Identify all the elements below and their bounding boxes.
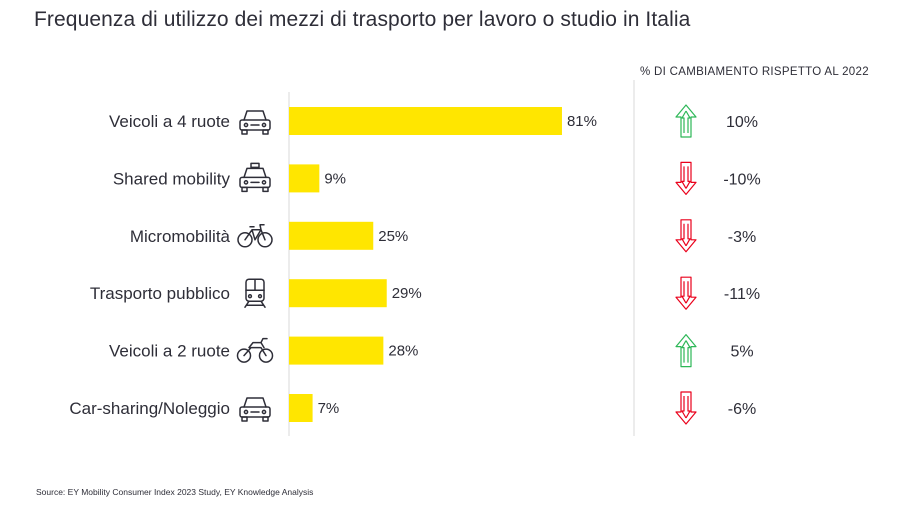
train-icon (244, 278, 266, 308)
change-label: -6% (728, 401, 756, 418)
category-label: Veicoli a 4 ruote (109, 112, 230, 131)
arrow-down-icon (675, 391, 697, 425)
change-label: -3% (728, 229, 756, 246)
bar (289, 394, 313, 422)
category-label: Shared mobility (113, 169, 231, 188)
change-label: 5% (730, 344, 753, 361)
car-icon (239, 110, 271, 135)
category-label: Trasporto pubblico (90, 284, 230, 303)
arrow-up-icon (675, 104, 697, 138)
value-label: 25% (378, 228, 408, 245)
arrow-down-icon (675, 161, 697, 195)
motorcycle-icon (236, 337, 274, 363)
value-label: 29% (392, 285, 422, 302)
bar (289, 279, 387, 308)
value-label: 28% (388, 343, 418, 360)
value-label: 81% (567, 113, 597, 130)
bicycle-icon (237, 224, 273, 248)
taxi-icon (239, 162, 271, 193)
change-column-header: % DI CAMBIAMENTO RISPETTO AL 2022 (640, 66, 869, 78)
change-label: -11% (724, 286, 760, 303)
change-label: -10% (723, 171, 760, 188)
bar-chart: Veicoli a 4 ruote 81% 10% Shared mobility 9%… (69, 80, 761, 436)
bar (289, 221, 374, 250)
value-label: 9% (324, 170, 346, 187)
category-label: Veicoli a 2 ruote (109, 342, 230, 361)
category-label: Micromobilità (130, 227, 231, 246)
source-note: Source: EY Mobility Consumer Index 2023 … (36, 487, 314, 497)
arrow-down-icon (675, 276, 697, 310)
bar (289, 336, 384, 365)
category-label: Car-sharing/Noleggio (69, 399, 230, 418)
arrow-up-icon (675, 334, 697, 368)
value-label: 7% (318, 400, 340, 417)
bar (289, 107, 562, 135)
arrow-down-icon (675, 219, 697, 253)
bar (289, 164, 320, 193)
change-label: 10% (726, 114, 758, 131)
car-icon (239, 397, 271, 422)
chart-title: Frequenza di utilizzo dei mezzi di trasp… (34, 8, 691, 31)
